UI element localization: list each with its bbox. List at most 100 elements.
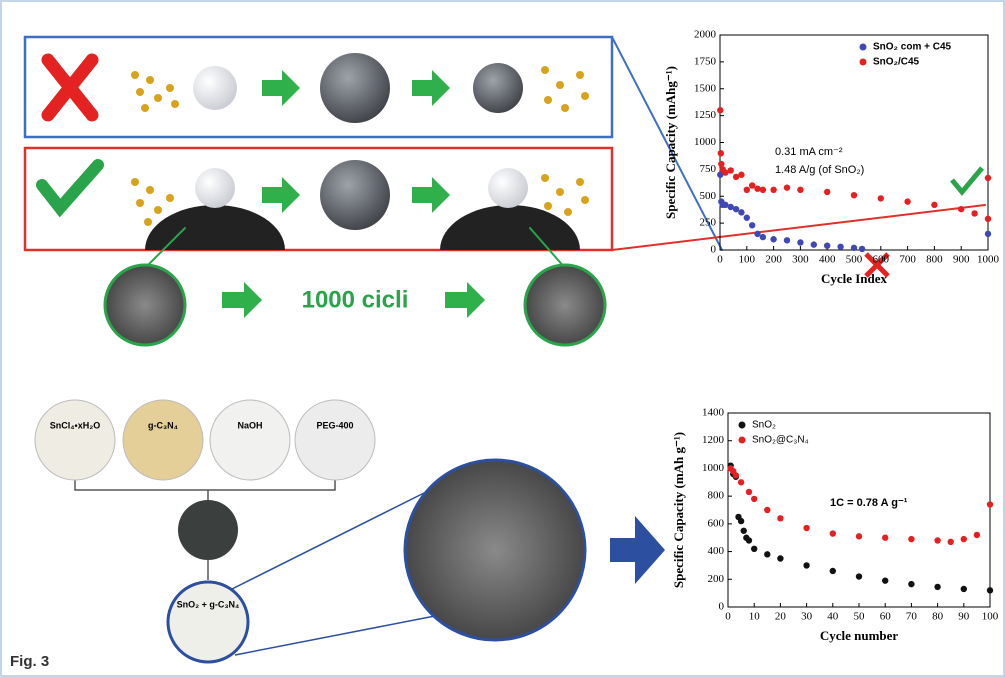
data-point [934,583,941,591]
x-axis-label: Cycle Index [821,271,888,286]
y-tick-label: 600 [708,517,725,529]
data-point [737,479,745,486]
data-point [764,506,771,514]
y-tick-label: 2000 [694,29,717,41]
reagent-label: SnCl₄•xH₂O [50,420,100,430]
legend-label: SnO₂ [752,420,776,431]
y-tick-label: 200 [708,573,725,585]
data-point [732,173,740,181]
reagent-label: PEG-400 [316,420,353,430]
data-point [748,182,756,189]
data-point [751,495,758,503]
data-point [824,188,831,196]
x-tick-label: 400 [819,254,836,266]
x-axis-label: Cycle number [820,628,899,643]
data-point [855,533,863,540]
data-point [751,545,758,552]
data-point [759,186,767,193]
data-point [718,160,725,168]
data-point [958,205,965,213]
x-tick-label: 100 [739,254,756,266]
y-tick-label: 0 [719,601,725,613]
data-point [743,214,750,221]
data-point [973,531,981,539]
y-tick-label: 1500 [694,82,717,94]
annotation: 1.48 A/g (of SnO₂) [775,164,864,176]
y-tick-label: 1000 [694,136,717,148]
data-point [740,527,747,534]
data-point [777,515,784,522]
data-point [947,538,954,546]
y-tick-label: 750 [700,163,717,175]
data-point [837,243,844,250]
x-tick-label: 10 [749,611,761,623]
legend-marker [738,421,746,429]
x-tick-label: 300 [792,254,809,266]
process-text: 1000 cicli [302,286,409,313]
x-tick-label: 60 [880,611,892,623]
data-point [984,215,992,223]
y-axis-label: Specific Capacity (mAhg⁻¹) [663,66,678,219]
x-tick-label: 0 [717,254,723,266]
x-tick-label: 900 [953,254,970,266]
data-point [904,198,911,205]
reagent-label: g-C₃N₄ [148,420,178,430]
data-point [727,167,734,174]
data-point [759,233,767,241]
y-tick-label: 250 [700,217,717,229]
x-tick-label: 200 [765,254,782,266]
x-tick-label: 90 [958,611,970,623]
data-point [986,587,994,594]
legend-label: SnO₂ com + C45 [873,42,952,53]
data-point [984,230,992,238]
annotation: 0.31 mA cm⁻² [775,146,843,158]
y-tick-label: 1250 [694,109,717,121]
y-tick-label: 500 [700,190,717,202]
reagent-label: NaOH [237,420,262,430]
x-tick-label: 500 [846,254,863,266]
data-point [931,201,938,209]
cross-icon [864,252,890,278]
y-tick-label: 400 [708,545,725,557]
x-tick-label: 800 [926,254,943,266]
data-point [934,537,941,544]
x-tick-label: 70 [906,611,918,623]
data-point [745,537,753,544]
legend-marker [738,436,746,444]
data-point [764,551,771,558]
y-tick-label: 1750 [694,55,717,67]
legend-marker [859,43,867,51]
data-point [770,236,777,243]
legend-marker [859,58,867,66]
y-tick-label: 800 [708,490,725,502]
data-point [986,501,994,508]
x-tick-label: 600 [873,254,890,266]
data-point [743,186,750,193]
data-point [824,242,831,249]
data-point [960,585,967,593]
legend-label: SnO₂/C45 [873,57,920,68]
data-point [829,530,836,537]
data-point [717,171,724,178]
data-point [777,555,784,562]
figure-label: Fig. 3 [10,653,49,670]
data-point [738,209,745,216]
data-point [882,577,889,584]
data-point [829,567,836,575]
x-tick-label: 50 [854,611,866,623]
data-point [783,184,791,191]
data-point [908,580,915,588]
y-tick-label: 1400 [702,407,725,419]
x-tick-label: 100 [982,611,999,623]
data-point [754,185,761,192]
y-tick-label: 0 [711,244,717,256]
synthesis [34,399,665,664]
x-tick-label: 20 [775,611,787,623]
data-point [850,244,858,252]
data-point [717,150,725,157]
data-point [855,573,863,580]
data-point [783,237,791,244]
x-tick-label: 80 [932,611,944,623]
data-point [797,239,804,246]
